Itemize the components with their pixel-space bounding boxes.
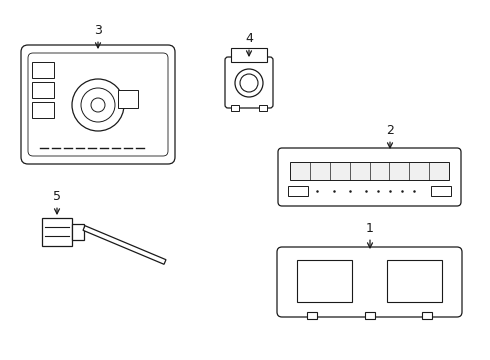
Bar xyxy=(42,218,72,246)
Bar xyxy=(32,82,54,98)
FancyBboxPatch shape xyxy=(277,247,462,317)
Circle shape xyxy=(81,88,115,122)
Text: 5: 5 xyxy=(53,189,61,214)
Bar xyxy=(365,312,375,319)
Circle shape xyxy=(240,74,258,92)
Text: 2: 2 xyxy=(386,123,394,148)
FancyBboxPatch shape xyxy=(225,57,273,108)
Bar xyxy=(297,260,352,302)
Text: 4: 4 xyxy=(245,31,253,56)
FancyBboxPatch shape xyxy=(21,45,175,164)
FancyBboxPatch shape xyxy=(28,53,168,156)
Bar xyxy=(422,312,432,319)
Bar xyxy=(72,224,84,240)
Polygon shape xyxy=(83,226,166,264)
Bar xyxy=(431,186,451,196)
Circle shape xyxy=(91,98,105,112)
Bar xyxy=(231,105,239,111)
Bar xyxy=(231,48,267,62)
Bar xyxy=(307,312,317,319)
Circle shape xyxy=(235,69,263,97)
Bar xyxy=(387,260,442,302)
Bar xyxy=(290,162,449,180)
Bar xyxy=(259,105,267,111)
Circle shape xyxy=(72,79,124,131)
FancyBboxPatch shape xyxy=(278,148,461,206)
Bar xyxy=(288,186,308,196)
Bar xyxy=(32,62,54,78)
Bar xyxy=(118,90,138,108)
Text: 1: 1 xyxy=(366,221,374,248)
Bar xyxy=(32,102,54,118)
Text: 3: 3 xyxy=(94,23,102,48)
